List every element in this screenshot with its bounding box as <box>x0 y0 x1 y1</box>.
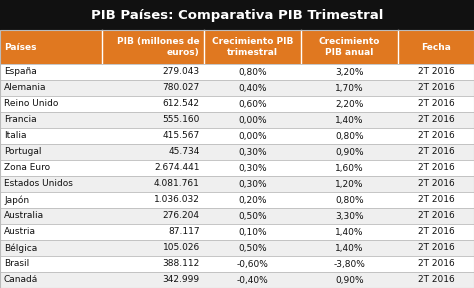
Bar <box>0 272 474 288</box>
Text: 0,90%: 0,90% <box>335 276 364 285</box>
Text: 0,00%: 0,00% <box>238 132 267 141</box>
Text: 780.027: 780.027 <box>163 84 200 92</box>
Text: Alemania: Alemania <box>4 84 46 92</box>
Text: Francia: Francia <box>4 115 36 124</box>
Text: Canadá: Canadá <box>4 276 38 285</box>
Text: 0,30%: 0,30% <box>238 147 267 156</box>
Bar <box>102 30 204 64</box>
Text: 1,20%: 1,20% <box>335 179 364 189</box>
Text: Japón: Japón <box>4 195 29 205</box>
Text: Crecimiento PIB
trimestral: Crecimiento PIB trimestral <box>212 37 293 56</box>
Text: 2T 2016: 2T 2016 <box>418 211 455 221</box>
Text: 2.674.441: 2.674.441 <box>155 164 200 173</box>
Text: 45.734: 45.734 <box>168 147 200 156</box>
Text: España: España <box>4 67 37 77</box>
Text: Zona Euro: Zona Euro <box>4 164 50 173</box>
Text: 1,60%: 1,60% <box>335 164 364 173</box>
Text: 1.036.032: 1.036.032 <box>154 196 200 204</box>
Bar <box>0 64 474 80</box>
Text: 2T 2016: 2T 2016 <box>418 276 455 285</box>
Text: 276.204: 276.204 <box>163 211 200 221</box>
Text: Austria: Austria <box>4 228 36 236</box>
Text: Bélgica: Bélgica <box>4 243 37 253</box>
Bar <box>0 160 474 176</box>
Bar <box>0 144 474 160</box>
Text: 415.567: 415.567 <box>163 132 200 141</box>
Text: 279.043: 279.043 <box>163 67 200 77</box>
Text: 105.026: 105.026 <box>163 243 200 253</box>
Text: -0,40%: -0,40% <box>237 276 268 285</box>
Text: 555.160: 555.160 <box>163 115 200 124</box>
Bar <box>301 30 398 64</box>
Text: 0,90%: 0,90% <box>335 147 364 156</box>
Text: 2,20%: 2,20% <box>336 99 364 109</box>
Text: 0,80%: 0,80% <box>238 67 267 77</box>
Bar <box>0 176 474 192</box>
Bar <box>398 30 474 64</box>
Text: 1,40%: 1,40% <box>335 115 364 124</box>
Text: 0,10%: 0,10% <box>238 228 267 236</box>
Text: PIB (millones de
euros): PIB (millones de euros) <box>117 37 200 56</box>
Text: Estados Unidos: Estados Unidos <box>4 179 73 189</box>
Text: 2T 2016: 2T 2016 <box>418 115 455 124</box>
Text: 0,80%: 0,80% <box>335 196 364 204</box>
Text: Portugal: Portugal <box>4 147 42 156</box>
Text: 2T 2016: 2T 2016 <box>418 147 455 156</box>
Text: 2T 2016: 2T 2016 <box>418 179 455 189</box>
Text: 2T 2016: 2T 2016 <box>418 84 455 92</box>
Text: 0,20%: 0,20% <box>238 196 267 204</box>
Text: 4.081.761: 4.081.761 <box>154 179 200 189</box>
Text: 0,40%: 0,40% <box>238 84 267 92</box>
Bar <box>0 112 474 128</box>
Text: 3,20%: 3,20% <box>335 67 364 77</box>
Text: -0,60%: -0,60% <box>237 259 268 268</box>
Text: Australia: Australia <box>4 211 44 221</box>
Text: 0,30%: 0,30% <box>238 179 267 189</box>
Bar <box>204 30 301 64</box>
Text: Crecimiento
PIB anual: Crecimiento PIB anual <box>319 37 380 56</box>
Text: 1,70%: 1,70% <box>335 84 364 92</box>
Bar <box>0 256 474 272</box>
Text: Reino Unido: Reino Unido <box>4 99 58 109</box>
Text: PIB Países: Comparativa PIB Trimestral: PIB Países: Comparativa PIB Trimestral <box>91 9 383 22</box>
Text: 87.117: 87.117 <box>168 228 200 236</box>
Bar <box>0 128 474 144</box>
Text: 2T 2016: 2T 2016 <box>418 164 455 173</box>
Text: 0,50%: 0,50% <box>238 211 267 221</box>
Text: 612.542: 612.542 <box>163 99 200 109</box>
Bar <box>0 240 474 256</box>
Text: 388.112: 388.112 <box>163 259 200 268</box>
Text: 2T 2016: 2T 2016 <box>418 243 455 253</box>
Text: 2T 2016: 2T 2016 <box>418 99 455 109</box>
Text: 0,50%: 0,50% <box>238 243 267 253</box>
Bar <box>0 30 474 288</box>
Bar <box>0 192 474 208</box>
Text: 2T 2016: 2T 2016 <box>418 228 455 236</box>
Text: 2T 2016: 2T 2016 <box>418 132 455 141</box>
Bar <box>0 30 102 64</box>
Text: 0,60%: 0,60% <box>238 99 267 109</box>
Text: 0,30%: 0,30% <box>238 164 267 173</box>
Text: -3,80%: -3,80% <box>334 259 365 268</box>
Text: 2T 2016: 2T 2016 <box>418 67 455 77</box>
Text: 2T 2016: 2T 2016 <box>418 196 455 204</box>
Text: 2T 2016: 2T 2016 <box>418 259 455 268</box>
Text: Brasil: Brasil <box>4 259 29 268</box>
Bar <box>0 208 474 224</box>
Text: Italia: Italia <box>4 132 27 141</box>
Text: 1,40%: 1,40% <box>335 228 364 236</box>
Text: 342.999: 342.999 <box>163 276 200 285</box>
Text: 3,30%: 3,30% <box>335 211 364 221</box>
Text: 1,40%: 1,40% <box>335 243 364 253</box>
Text: 0,80%: 0,80% <box>335 132 364 141</box>
Bar <box>0 96 474 112</box>
Bar <box>0 80 474 96</box>
Text: Países: Países <box>4 43 36 52</box>
Bar <box>0 0 474 30</box>
Bar <box>0 224 474 240</box>
Text: Fecha: Fecha <box>421 43 451 52</box>
Text: 0,00%: 0,00% <box>238 115 267 124</box>
